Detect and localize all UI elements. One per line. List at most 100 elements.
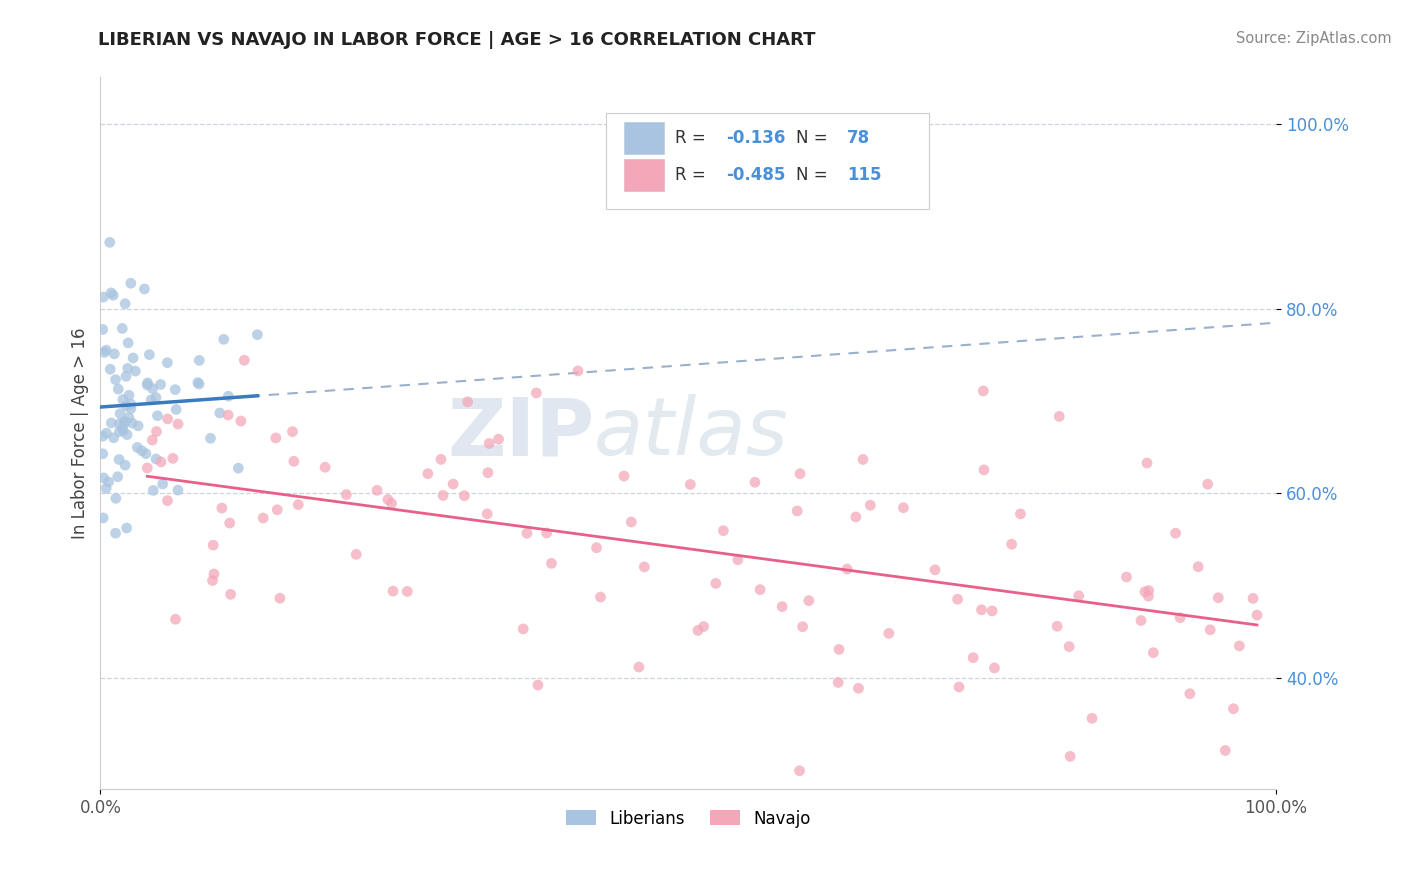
Point bbox=[114, 458, 136, 472]
Point bbox=[1046, 619, 1069, 633]
Point bbox=[246, 327, 269, 342]
Legend: Liberians, Navajo: Liberians, Navajo bbox=[560, 803, 817, 834]
Point bbox=[527, 678, 550, 692]
Text: atlas: atlas bbox=[595, 394, 789, 473]
Point bbox=[845, 510, 868, 524]
Point bbox=[121, 416, 143, 430]
Point bbox=[149, 455, 172, 469]
Point bbox=[264, 431, 287, 445]
Point bbox=[91, 429, 114, 443]
Point bbox=[217, 389, 239, 403]
Point bbox=[281, 425, 304, 439]
Point bbox=[108, 407, 131, 421]
Point bbox=[1136, 456, 1159, 470]
Point bbox=[477, 507, 499, 521]
Point bbox=[127, 441, 149, 455]
Point bbox=[115, 399, 138, 413]
Point bbox=[1246, 608, 1268, 623]
Point bbox=[1213, 743, 1236, 757]
Point bbox=[217, 408, 239, 422]
Point bbox=[453, 489, 475, 503]
Point bbox=[536, 526, 558, 541]
Point bbox=[115, 521, 138, 535]
Point bbox=[1222, 702, 1244, 716]
Point bbox=[141, 433, 163, 447]
Point bbox=[314, 460, 336, 475]
Point bbox=[430, 452, 453, 467]
Point bbox=[1199, 623, 1222, 637]
Point bbox=[96, 426, 118, 441]
Text: Source: ZipAtlas.com: Source: ZipAtlas.com bbox=[1236, 31, 1392, 46]
Point bbox=[124, 364, 146, 378]
Point bbox=[1133, 584, 1156, 599]
Point bbox=[118, 410, 141, 425]
Point bbox=[1206, 591, 1229, 605]
Text: ZIP: ZIP bbox=[447, 394, 595, 473]
Point bbox=[477, 466, 499, 480]
Point bbox=[145, 391, 167, 405]
Point bbox=[252, 511, 274, 525]
Point bbox=[983, 661, 1005, 675]
Point bbox=[396, 584, 419, 599]
Point bbox=[117, 361, 139, 376]
Point bbox=[202, 566, 225, 581]
Point bbox=[165, 383, 187, 397]
Point bbox=[269, 591, 291, 606]
Point bbox=[478, 436, 501, 450]
Text: R =: R = bbox=[675, 166, 711, 184]
Point bbox=[104, 491, 127, 506]
Point bbox=[893, 500, 915, 515]
Point bbox=[226, 461, 249, 475]
Text: N =: N = bbox=[796, 166, 834, 184]
Point bbox=[136, 378, 159, 392]
Point bbox=[1197, 477, 1219, 491]
Point bbox=[118, 388, 141, 402]
Point bbox=[107, 382, 129, 396]
Point bbox=[877, 626, 900, 640]
Point bbox=[107, 470, 129, 484]
Point bbox=[1142, 646, 1164, 660]
Point bbox=[567, 364, 589, 378]
Point bbox=[93, 345, 115, 359]
Point bbox=[1115, 570, 1137, 584]
Text: R =: R = bbox=[675, 129, 711, 147]
Point bbox=[112, 415, 135, 429]
Point bbox=[138, 348, 160, 362]
Point bbox=[97, 475, 120, 489]
Point bbox=[201, 574, 224, 588]
Point bbox=[112, 424, 135, 438]
Point bbox=[1241, 591, 1264, 606]
Point bbox=[108, 452, 131, 467]
Point bbox=[948, 680, 970, 694]
Point bbox=[859, 498, 882, 512]
Point bbox=[111, 321, 134, 335]
Point bbox=[108, 425, 131, 439]
Point bbox=[145, 452, 167, 467]
Point bbox=[432, 488, 454, 502]
Point bbox=[120, 277, 142, 291]
Point bbox=[134, 282, 156, 296]
Point bbox=[786, 504, 808, 518]
Point bbox=[162, 451, 184, 466]
Point bbox=[91, 447, 114, 461]
Point bbox=[146, 409, 169, 423]
Point bbox=[613, 469, 636, 483]
Point bbox=[91, 322, 114, 336]
Point bbox=[589, 590, 612, 604]
Point bbox=[1059, 749, 1081, 764]
Point bbox=[287, 498, 309, 512]
Y-axis label: In Labor Force | Age > 16: In Labor Force | Age > 16 bbox=[72, 327, 89, 539]
Point bbox=[524, 386, 547, 401]
Point bbox=[924, 563, 946, 577]
Point bbox=[377, 492, 399, 507]
Point bbox=[104, 373, 127, 387]
Point bbox=[202, 538, 225, 552]
Point bbox=[1130, 614, 1153, 628]
Point bbox=[98, 235, 121, 250]
Point bbox=[1047, 409, 1070, 424]
Point bbox=[187, 376, 209, 390]
Point bbox=[145, 425, 167, 439]
Point bbox=[115, 369, 138, 384]
Point bbox=[1067, 589, 1090, 603]
Text: -0.136: -0.136 bbox=[725, 129, 785, 147]
